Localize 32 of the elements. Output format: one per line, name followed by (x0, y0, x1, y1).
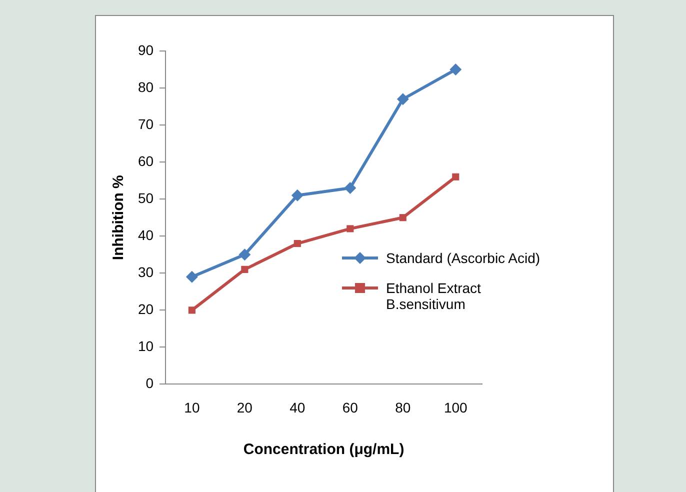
y-tick-label: 70 (138, 116, 154, 132)
x-tick-label: 100 (444, 399, 468, 416)
point (452, 173, 460, 180)
point (291, 189, 304, 202)
point (399, 214, 406, 222)
y-tick-label: 30 (138, 264, 154, 280)
y-tick-label: 20 (138, 301, 154, 318)
y-axis-title: Inhibition % (110, 175, 128, 260)
x-tick-label: 60 (342, 399, 358, 416)
x-tick-label: 80 (395, 399, 411, 416)
point (238, 248, 251, 261)
y-tick-label: 90 (138, 42, 154, 58)
y-tick-label: 80 (138, 78, 154, 95)
point (396, 93, 409, 106)
point (450, 64, 462, 76)
legend-label: Ethanol Extract B.sensitivum (386, 280, 482, 312)
point (241, 266, 248, 273)
y-tick-label: 50 (138, 190, 154, 206)
point (294, 240, 301, 248)
legend-label: Standard (Ascorbic Acid) (386, 250, 540, 266)
y-tick-label: 40 (138, 226, 154, 243)
point (346, 225, 354, 232)
x-tick-label: 40 (290, 399, 306, 416)
point (344, 182, 356, 194)
x-tick-label: 10 (184, 399, 200, 416)
y-tick-label: 0 (146, 375, 154, 392)
y-tick-label: 60 (138, 152, 154, 169)
x-tick-label: 20 (236, 399, 253, 416)
y-tick-label: 10 (138, 338, 154, 354)
x-axis-title: Concentration (μg/mL) (243, 441, 404, 458)
point (186, 270, 198, 283)
point (188, 306, 196, 314)
